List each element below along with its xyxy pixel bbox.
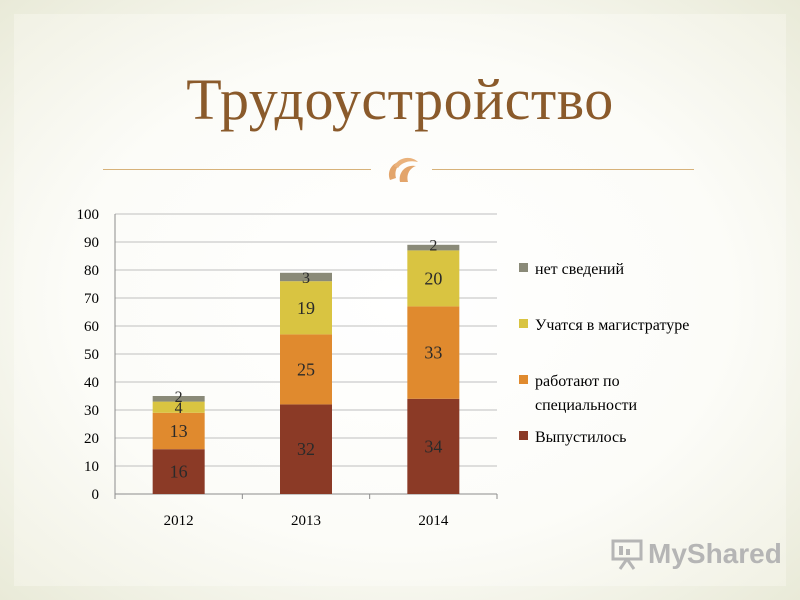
title-rule-right [432, 169, 694, 170]
data-label: 33 [424, 343, 442, 363]
data-label: 20 [424, 268, 442, 288]
y-tick-label: 0 [92, 487, 100, 503]
y-tick-label: 40 [84, 375, 99, 391]
y-tick-label: 60 [84, 319, 99, 335]
x-tick-label: 2012 [164, 513, 194, 529]
legend-label: Учатся в магистратуре [535, 317, 689, 334]
legend-swatch [519, 431, 528, 440]
legend-label: работают по [535, 373, 620, 390]
data-label: 16 [170, 462, 188, 482]
y-tick-label: 90 [84, 235, 99, 251]
data-label: 13 [170, 421, 188, 441]
y-tick-label: 70 [84, 291, 99, 307]
ornament-icon [388, 157, 418, 182]
y-tick-label: 10 [84, 459, 99, 475]
bar-segment [152, 401, 205, 413]
bar-segment [280, 334, 332, 405]
bar-segment [407, 398, 460, 494]
data-label: 2 [175, 389, 183, 406]
legend-label: нет сведений [535, 261, 624, 278]
legend-label: специальности [535, 397, 637, 414]
bar-segment [280, 272, 332, 282]
bar-segment [280, 404, 332, 494]
bar-segment [407, 306, 460, 399]
bar-segment [152, 412, 205, 450]
bar-segment [280, 281, 332, 335]
data-label: 19 [297, 298, 315, 318]
data-label: 25 [297, 359, 315, 379]
x-tick-label: 2013 [291, 513, 321, 529]
data-label: 32 [297, 439, 315, 459]
y-tick-label: 20 [84, 431, 99, 447]
watermark-text: MyShared [648, 538, 782, 569]
bar-segment [152, 396, 205, 402]
y-tick-label: 30 [84, 403, 99, 419]
legend-swatch [519, 319, 528, 328]
slide-frame [14, 14, 786, 586]
data-label: 2 [429, 238, 437, 255]
x-tick-label: 2014 [418, 513, 449, 529]
presentation-board-icon [611, 539, 643, 570]
data-label: 34 [424, 436, 442, 456]
y-tick-label: 100 [77, 207, 100, 223]
legend-label: Выпустилось [535, 429, 626, 446]
slide-title: Трудоустройство [186, 67, 614, 132]
legend-swatch [519, 263, 528, 272]
legend-swatch [519, 375, 528, 384]
bar-segment [407, 250, 460, 307]
data-label: 3 [302, 270, 310, 287]
y-tick-label: 80 [84, 263, 99, 279]
bar-segment [407, 244, 460, 251]
watermark: MyShared [610, 536, 782, 572]
bar-segment [152, 449, 205, 494]
title-rule-left [103, 169, 371, 170]
data-label: 4 [175, 400, 183, 417]
y-tick-label: 50 [84, 347, 99, 363]
